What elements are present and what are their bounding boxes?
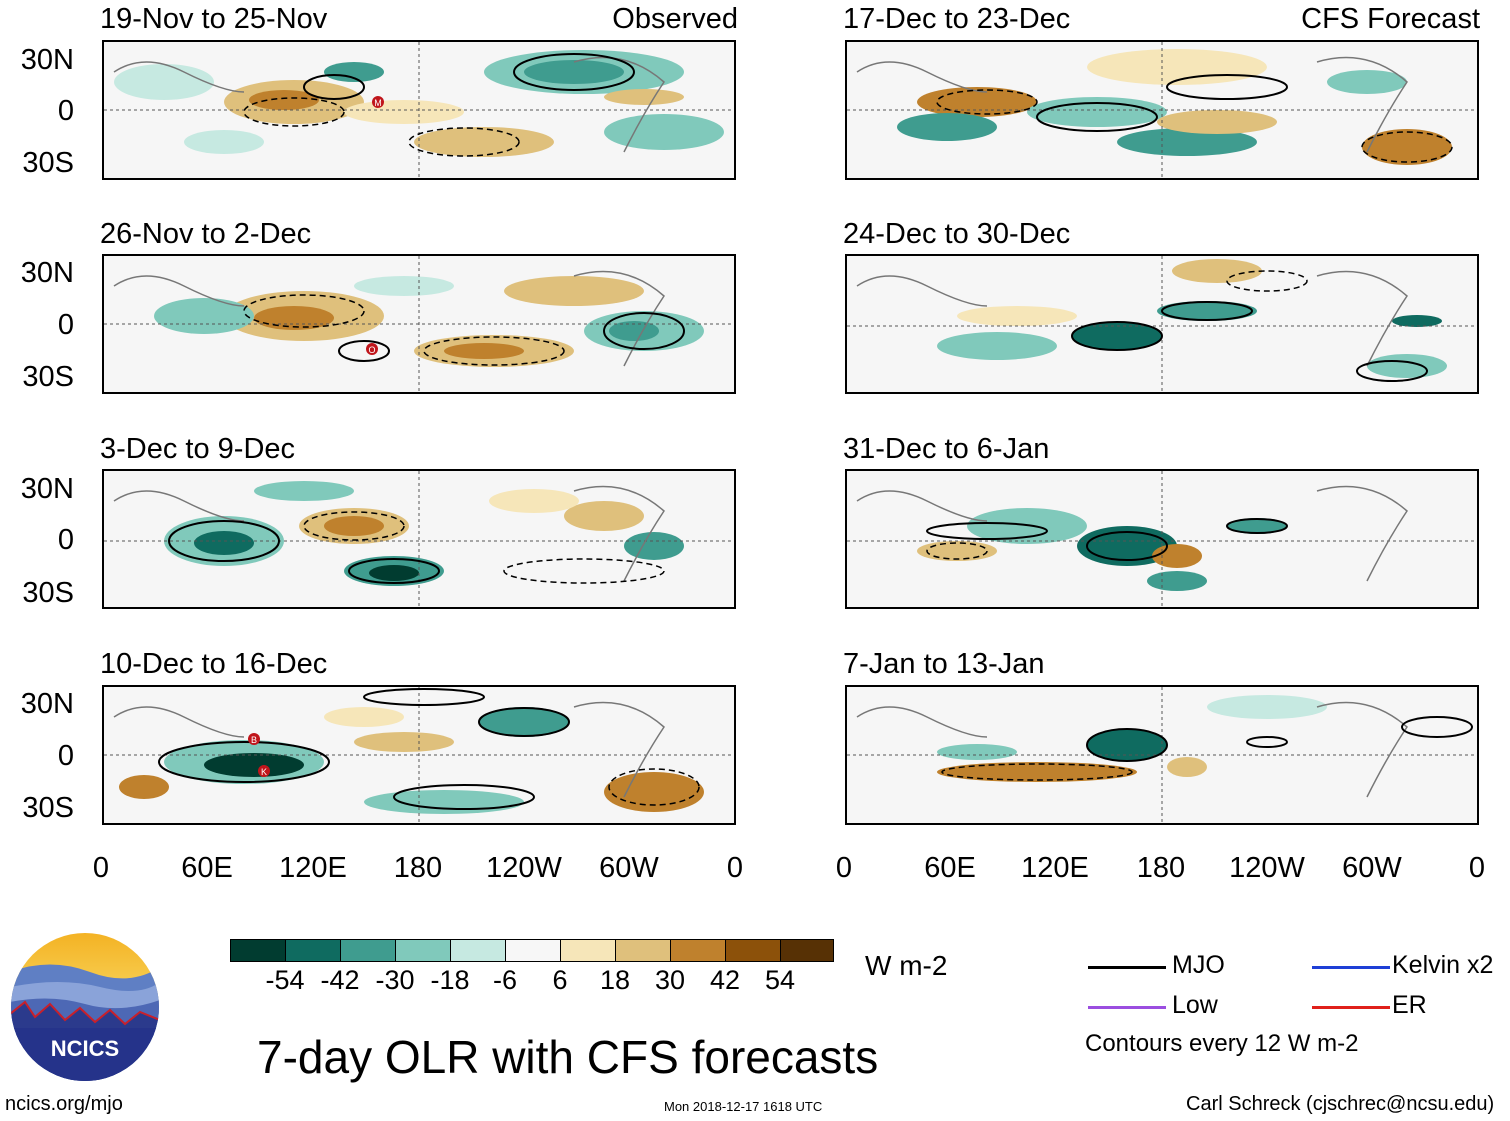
lat-label: 30N — [20, 257, 74, 289]
main-title: 7-day OLR with CFS forecasts — [257, 1031, 879, 1083]
panel-tag-observed: Observed — [612, 3, 738, 35]
lon-label: 60W — [1342, 852, 1402, 884]
colorbar-unit: W m-2 — [865, 950, 948, 981]
panel-title: 19-Nov to 25-Nov — [100, 3, 328, 35]
olr-map-panel: B K — [102, 685, 736, 825]
panel-title: 7-Jan to 13-Jan — [843, 648, 1045, 680]
legend-line-er — [1312, 1006, 1390, 1009]
lat-label: 30S — [22, 792, 74, 824]
olr-map-panel — [845, 469, 1479, 609]
colorbar-swatch — [560, 939, 616, 962]
lat-label: 0 — [57, 95, 74, 127]
footer-author: Carl Schreck (cjschrec@ncsu.edu) — [1186, 1093, 1495, 1115]
colorbar-swatch — [780, 939, 834, 962]
olr-map-panel — [845, 685, 1479, 825]
colorbar-tick: -6 — [492, 965, 517, 995]
lat-label: 30N — [20, 473, 74, 505]
lat-label: 0 — [57, 524, 74, 556]
colorbar-tick: 30 — [654, 965, 686, 995]
storm-marker-icon — [258, 765, 270, 777]
panel-title: 3-Dec to 9-Dec — [100, 433, 296, 465]
legend-label: ER — [1392, 991, 1427, 1019]
lat-label: 30S — [22, 577, 74, 609]
colorbar-tick: -54 — [265, 965, 305, 995]
lat-label: 0 — [57, 740, 74, 772]
lon-label: 0 — [726, 852, 744, 884]
logo-text: NCICS — [51, 1036, 119, 1061]
lat-label: 30S — [22, 361, 74, 393]
colorbar-swatch — [615, 939, 671, 962]
legend-note: Contours every 12 W m-2 — [1085, 1030, 1359, 1057]
footer-url: ncics.org/mjo — [5, 1093, 123, 1115]
olr-map-panel: M — [102, 40, 736, 180]
colorbar-tick: -42 — [320, 965, 360, 995]
lon-label: 180 — [1136, 852, 1186, 884]
lon-label: 120E — [279, 852, 347, 884]
colorbar-tick: -18 — [430, 965, 470, 995]
colorbar-swatch — [230, 939, 286, 962]
panel-tag-forecast: CFS Forecast — [1301, 3, 1480, 35]
lon-label: 0 — [835, 852, 853, 884]
storm-marker-icon — [372, 96, 384, 108]
legend-label: Kelvin x2 — [1392, 951, 1494, 979]
colorbar-swatch — [725, 939, 781, 962]
lon-label: 0 — [92, 852, 110, 884]
legend-label: Low — [1172, 991, 1218, 1019]
colorbar-tick: -30 — [375, 965, 415, 995]
ncics-logo: NCICS — [10, 932, 160, 1082]
olr-map-panel — [845, 254, 1479, 394]
storm-marker-label: B — [251, 735, 257, 745]
colorbar-swatch — [395, 939, 451, 962]
panel-title: 24-Dec to 30-Dec — [843, 218, 1071, 250]
lat-label: 30N — [20, 44, 74, 76]
lon-label: 120W — [486, 852, 562, 884]
colorbar-tick: 18 — [599, 965, 631, 995]
lon-label: 180 — [393, 852, 443, 884]
lon-label: 120W — [1229, 852, 1305, 884]
lon-label: 0 — [1468, 852, 1486, 884]
lat-label: 30S — [22, 147, 74, 179]
colorbar-swatch — [450, 939, 506, 962]
legend-line-low — [1088, 1006, 1166, 1009]
lat-label: 30N — [20, 688, 74, 720]
panel-title: 31-Dec to 6-Jan — [843, 433, 1050, 465]
panel-title: 17-Dec to 23-Dec — [843, 3, 1071, 35]
panel-title: 10-Dec to 16-Dec — [100, 648, 328, 680]
colorbar-swatch — [285, 939, 341, 962]
olr-map-panel: O — [102, 254, 736, 394]
colorbar-tick: 42 — [709, 965, 741, 995]
storm-marker-label: K — [261, 767, 267, 777]
storm-marker-label: M — [374, 98, 382, 108]
lon-label: 60E — [181, 852, 233, 884]
storm-marker-label: O — [368, 345, 375, 355]
storm-marker-icon — [248, 733, 260, 745]
colorbar-tick: 54 — [764, 965, 796, 995]
footer-timestamp: Mon 2018-12-17 1618 UTC — [664, 1099, 823, 1114]
colorbar-swatch — [505, 939, 561, 962]
lon-label: 60E — [924, 852, 976, 884]
lat-label: 0 — [57, 309, 74, 341]
legend-line-kelvin — [1312, 966, 1390, 969]
lon-label: 120E — [1021, 852, 1089, 884]
colorbar-swatch — [340, 939, 396, 962]
colorbar-tick: 6 — [552, 965, 568, 995]
olr-map-panel — [102, 469, 736, 609]
legend-label: MJO — [1172, 951, 1225, 979]
panel-title: 26-Nov to 2-Dec — [100, 218, 312, 250]
legend-line-mjo — [1088, 966, 1166, 969]
lon-label: 60W — [599, 852, 659, 884]
storm-marker-icon — [366, 343, 378, 355]
olr-map-panel — [845, 40, 1479, 180]
colorbar-swatch — [670, 939, 726, 962]
